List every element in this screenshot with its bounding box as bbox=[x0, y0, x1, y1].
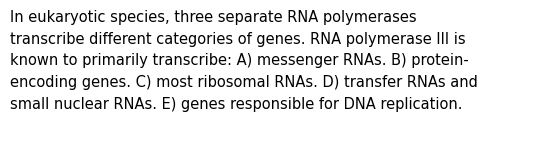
Text: In eukaryotic species, three separate RNA polymerases
transcribe different categ: In eukaryotic species, three separate RN… bbox=[10, 10, 478, 112]
